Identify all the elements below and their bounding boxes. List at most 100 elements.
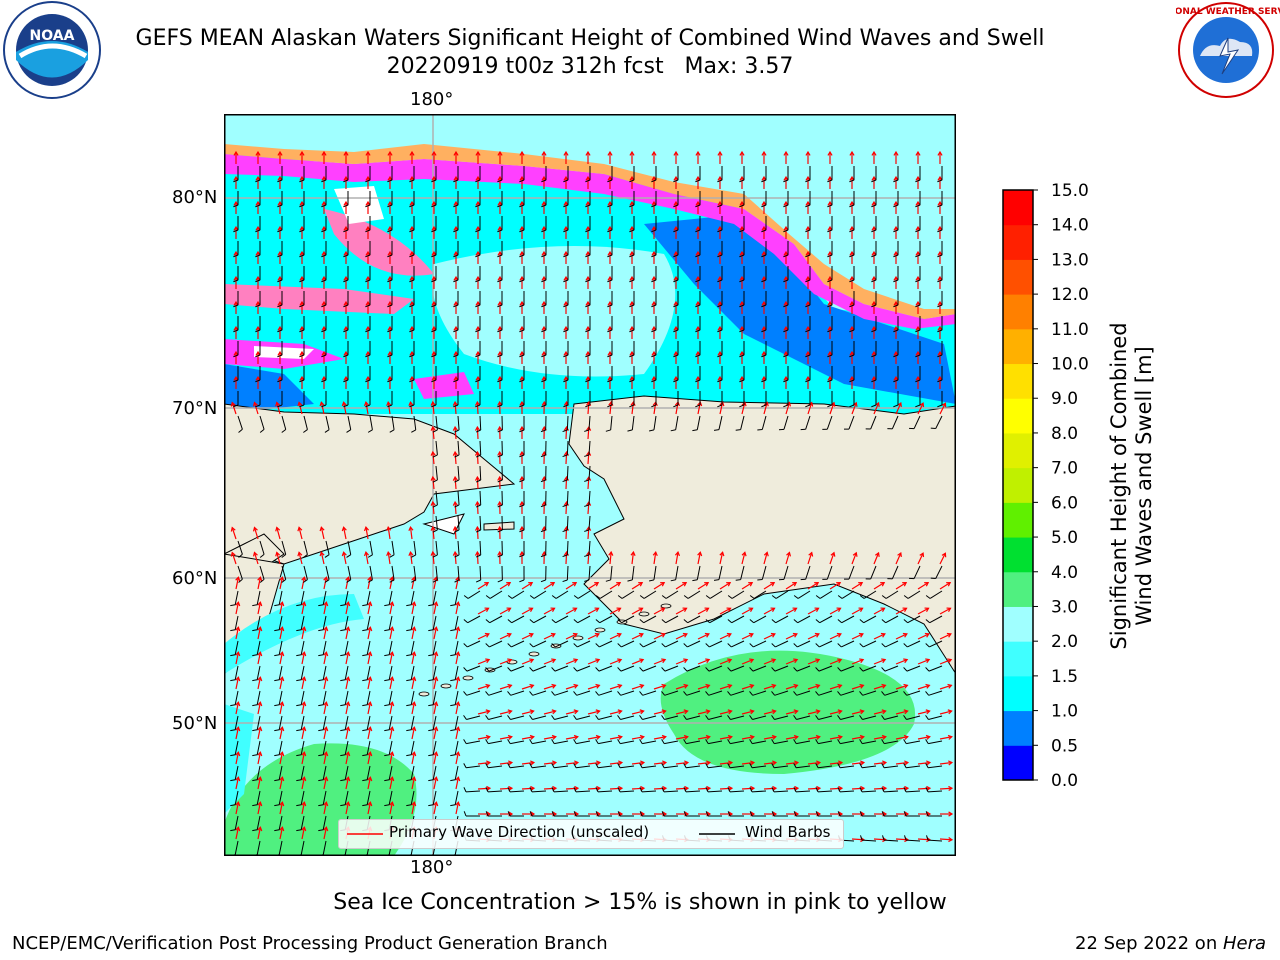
wave-arrowhead — [475, 300, 481, 306]
wind-barb-flag — [925, 739, 929, 744]
wave-arrowhead — [849, 350, 855, 356]
wave-arrowhead — [297, 401, 303, 407]
wave-arrow — [320, 402, 325, 415]
wave-arrowhead — [519, 175, 525, 181]
wave-arrowhead — [607, 200, 613, 206]
wind-barb-flag — [871, 379, 877, 383]
wind-barb-flag — [255, 379, 261, 383]
wave-arrowhead — [739, 175, 745, 181]
wave-arrow — [785, 633, 798, 640]
wave-arrowhead — [343, 200, 349, 206]
wave-arrow — [565, 582, 577, 590]
wind-barb — [322, 615, 327, 630]
wave-arrowhead — [235, 776, 241, 782]
wind-barb-flag — [859, 691, 864, 696]
wave-arrowhead — [761, 175, 767, 181]
wind-barb-flag — [519, 304, 525, 308]
wind-barb-flag — [805, 354, 811, 358]
wind-barb-flag — [859, 715, 863, 720]
wave-arrow — [279, 777, 283, 790]
wind-barb-flag — [277, 379, 283, 383]
wind-barb-flag — [607, 354, 613, 358]
wave-arrowhead — [805, 175, 811, 181]
wind-barb-flag — [617, 739, 621, 744]
wave-arrowhead — [683, 683, 689, 689]
footer-credit: NCEP/EMC/Verification Post Processing Pr… — [12, 933, 608, 954]
wave-arrowhead — [279, 626, 285, 632]
wave-arrowhead — [257, 751, 263, 757]
wind-barb-flag — [411, 579, 416, 583]
wind-barb — [256, 840, 261, 855]
wind-barb-flag — [387, 329, 393, 333]
low-wave-area — [224, 594, 364, 674]
wave-arrowhead — [705, 683, 711, 689]
wind-barb-flag — [607, 304, 613, 308]
wave-arrow — [433, 627, 437, 640]
wave-arrowhead — [808, 551, 814, 557]
wind-barb-flag — [903, 811, 907, 817]
wave-arrow — [917, 736, 930, 740]
wave-arrowhead — [638, 632, 644, 638]
wave-arrowhead — [367, 676, 373, 682]
wave-arrowhead — [497, 350, 503, 356]
wave-arrow — [257, 677, 261, 690]
wind-barb-flag — [585, 279, 591, 283]
wave-arrow — [851, 552, 857, 565]
wave-arrow — [389, 702, 393, 715]
colorbar-tick-label: 15.0 — [1051, 181, 1089, 201]
wind-barb — [906, 665, 921, 672]
wind-barb — [256, 590, 261, 605]
wave-arrow — [763, 582, 775, 590]
wave-arrow — [939, 402, 946, 415]
wind-barb-flag — [595, 811, 599, 817]
wind-barb-flag — [903, 715, 907, 720]
wind-barb-flag — [805, 179, 811, 183]
wave-arrowhead — [431, 250, 437, 256]
wind-barb-flag — [541, 379, 547, 383]
wind-barb-flag — [529, 619, 535, 624]
wave-arrow — [565, 526, 568, 540]
wave-arrowhead — [827, 325, 833, 331]
wave-arrow — [235, 752, 239, 765]
wave-arrow — [873, 633, 886, 640]
wave-arrow — [653, 607, 665, 615]
wind-barb-flag — [453, 379, 459, 383]
wave-arrowhead — [323, 676, 329, 682]
wave-arrowhead — [871, 300, 877, 306]
wave-arrowhead — [717, 375, 723, 381]
wave-arrowhead — [761, 225, 767, 231]
wind-barb — [488, 740, 503, 745]
wave-arrowhead — [871, 175, 877, 181]
wind-barb — [510, 665, 525, 672]
wind-barb — [588, 565, 591, 581]
wind-barb-flag — [519, 429, 525, 433]
wave-arrowhead — [255, 375, 261, 381]
wave-arrow — [476, 501, 479, 515]
wave-arrowhead — [343, 275, 349, 281]
wind-barb-flag — [299, 404, 305, 408]
wave-arrow — [279, 602, 283, 615]
wind-barb-flag — [541, 404, 547, 408]
wind-barb-flag — [937, 354, 943, 358]
wind-barb — [708, 665, 723, 672]
wind-barb-flag — [815, 643, 820, 648]
wave-arrow — [301, 577, 305, 590]
wave-arrow — [411, 777, 415, 790]
wind-barb — [532, 740, 547, 745]
wind-barb — [256, 740, 261, 755]
wave-arrowhead — [519, 350, 525, 356]
wave-arrow — [455, 677, 459, 690]
wave-arrow — [455, 727, 459, 740]
wave-arrowhead — [739, 250, 745, 256]
wave-arrowhead — [805, 325, 811, 331]
wind-barb — [576, 690, 591, 696]
wave-arrowhead — [816, 785, 822, 792]
lat-label-80: 80°N — [172, 187, 218, 208]
wind-barb-flag — [259, 428, 265, 433]
wave-arrowhead — [257, 726, 263, 732]
wave-arrows — [230, 150, 954, 843]
wind-barb-flag — [573, 619, 579, 624]
wave-arrowhead — [585, 275, 591, 281]
wave-arrowhead — [761, 300, 767, 306]
wind-barb — [234, 690, 239, 705]
